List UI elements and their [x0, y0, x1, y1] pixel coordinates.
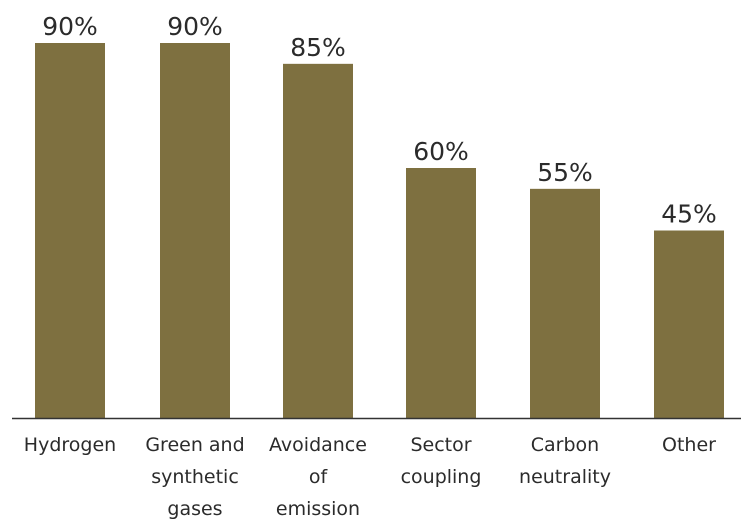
- category-label-line: Carbon: [531, 434, 599, 456]
- value-label-1: 90%: [42, 12, 98, 41]
- bar-6: [654, 230, 724, 418]
- category-label-1: Hydrogen: [24, 434, 116, 456]
- bars-layer: [35, 43, 724, 418]
- value-labels-layer: 90% 90% 85% 60% 55% 45%: [42, 12, 717, 229]
- category-label-2: Green and synthetic gases: [145, 434, 244, 520]
- category-label-5: Carbon neutrality: [519, 434, 611, 488]
- category-label-4: Sector coupling: [401, 434, 482, 488]
- category-label-line: gases: [167, 498, 222, 520]
- category-label-line: emission: [276, 498, 360, 520]
- value-label-6: 45%: [661, 200, 717, 229]
- value-label-5: 55%: [537, 158, 593, 187]
- bar-3: [283, 63, 353, 418]
- category-label-line: Green and: [145, 434, 244, 456]
- value-label-3: 85%: [290, 33, 346, 62]
- category-label-line: synthetic: [151, 466, 239, 488]
- bar-2: [160, 43, 230, 418]
- bar-4: [406, 168, 476, 418]
- category-label-line: Other: [662, 434, 716, 456]
- category-label-line: Avoidance: [269, 434, 367, 456]
- bar-5: [530, 188, 600, 418]
- category-labels-layer: Hydrogen Green and synthetic gases Avoidance…: [24, 434, 716, 520]
- category-label-line: Sector: [410, 434, 471, 456]
- category-label-6: Other: [662, 434, 716, 456]
- category-label-3: Avoidance of emission: [269, 434, 367, 520]
- value-label-4: 60%: [413, 137, 469, 166]
- category-label-line: of: [309, 466, 329, 488]
- bar-1: [35, 43, 105, 418]
- category-label-line: coupling: [401, 466, 482, 488]
- category-label-line: neutrality: [519, 466, 611, 488]
- category-label-line: Hydrogen: [24, 434, 116, 456]
- value-label-2: 90%: [167, 12, 223, 41]
